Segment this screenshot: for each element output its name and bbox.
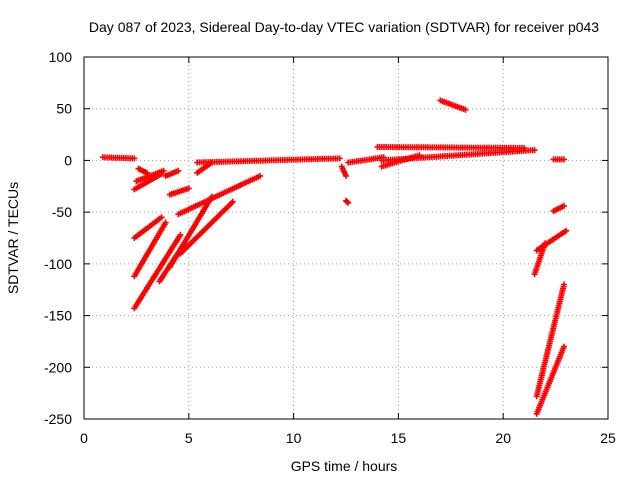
data-series-arc-3 [135, 165, 150, 176]
chart-title: Day 087 of 2023, Sidereal Day-to-day VTE… [89, 19, 599, 35]
y-tick-label: -250 [44, 411, 72, 427]
data-series-arc-7 [131, 214, 165, 241]
x-tick-label: 0 [80, 430, 88, 446]
data-series-arc-11 [166, 193, 215, 270]
data-point-markers [166, 193, 215, 270]
data-series-arc-1 [99, 154, 138, 162]
data-series-arc-12 [177, 198, 236, 257]
data-point-markers [338, 163, 349, 179]
data-series-arc-17 [343, 197, 352, 206]
data-point-markers [533, 281, 567, 400]
y-axis-label: SDTVAR / TECUs [5, 182, 21, 294]
data-series-arc-19 [374, 144, 528, 151]
data-point-markers [135, 165, 150, 176]
data-point-markers [133, 167, 167, 185]
data-series-arc-27 [533, 281, 567, 400]
data-point-markers [162, 167, 182, 179]
data-point-markers [131, 214, 165, 241]
data-point-markers [343, 197, 352, 206]
tick-layer: 0 5 10 15 20 25 -250 -200 -150 -100 -50 0 50 100 [44, 49, 616, 446]
data-point-markers [99, 154, 138, 162]
data-point-markers [131, 219, 169, 280]
data-series-arc-8 [131, 219, 169, 280]
y-tick-label: -150 [44, 308, 72, 324]
x-tick-label: 25 [600, 430, 616, 446]
data-series-arc-26 [531, 240, 549, 278]
data-series-arc-6 [166, 185, 192, 198]
y-tick-label: 50 [56, 101, 72, 117]
data-point-markers [194, 155, 343, 166]
data-point-markers [550, 202, 567, 215]
data-series-arc-23 [550, 156, 567, 163]
data-point-markers [175, 172, 264, 218]
data-series-arc-24 [550, 202, 567, 215]
data-series-arc-21 [378, 152, 423, 170]
data-point-markers [378, 152, 423, 170]
grid-layer [84, 57, 608, 419]
x-tick-label: 10 [286, 430, 302, 446]
data-series-arc-13 [175, 172, 264, 218]
y-tick-label: -200 [44, 359, 72, 375]
y-tick-label: 0 [64, 152, 72, 168]
data-series-arc-22 [437, 97, 469, 113]
data-point-markers [166, 185, 192, 198]
data-series-arc-5 [162, 167, 182, 179]
data-series-arc-15 [194, 155, 343, 166]
y-tick-label: -50 [52, 204, 72, 220]
x-tick-label: 5 [185, 430, 193, 446]
x-tick-label: 15 [391, 430, 407, 446]
data-point-markers [533, 343, 567, 417]
data-point-markers [531, 240, 549, 278]
data-series-arc-16 [338, 163, 349, 179]
data-point-markers [437, 97, 469, 113]
data-point-markers [374, 144, 528, 151]
data-point-markers [550, 156, 567, 163]
data-series-arc-28 [533, 343, 567, 417]
data-series-arc-9 [131, 231, 184, 312]
x-tick-label: 20 [495, 430, 511, 446]
x-axis-label: GPS time / hours [291, 458, 398, 474]
y-tick-label: 100 [49, 49, 73, 65]
plot-frame [83, 56, 609, 420]
data-point-markers [177, 198, 236, 257]
data-point-markers [131, 231, 184, 312]
data-series-arc-4 [133, 167, 167, 185]
data-layer [99, 97, 570, 417]
y-tick-label: -100 [44, 256, 72, 272]
